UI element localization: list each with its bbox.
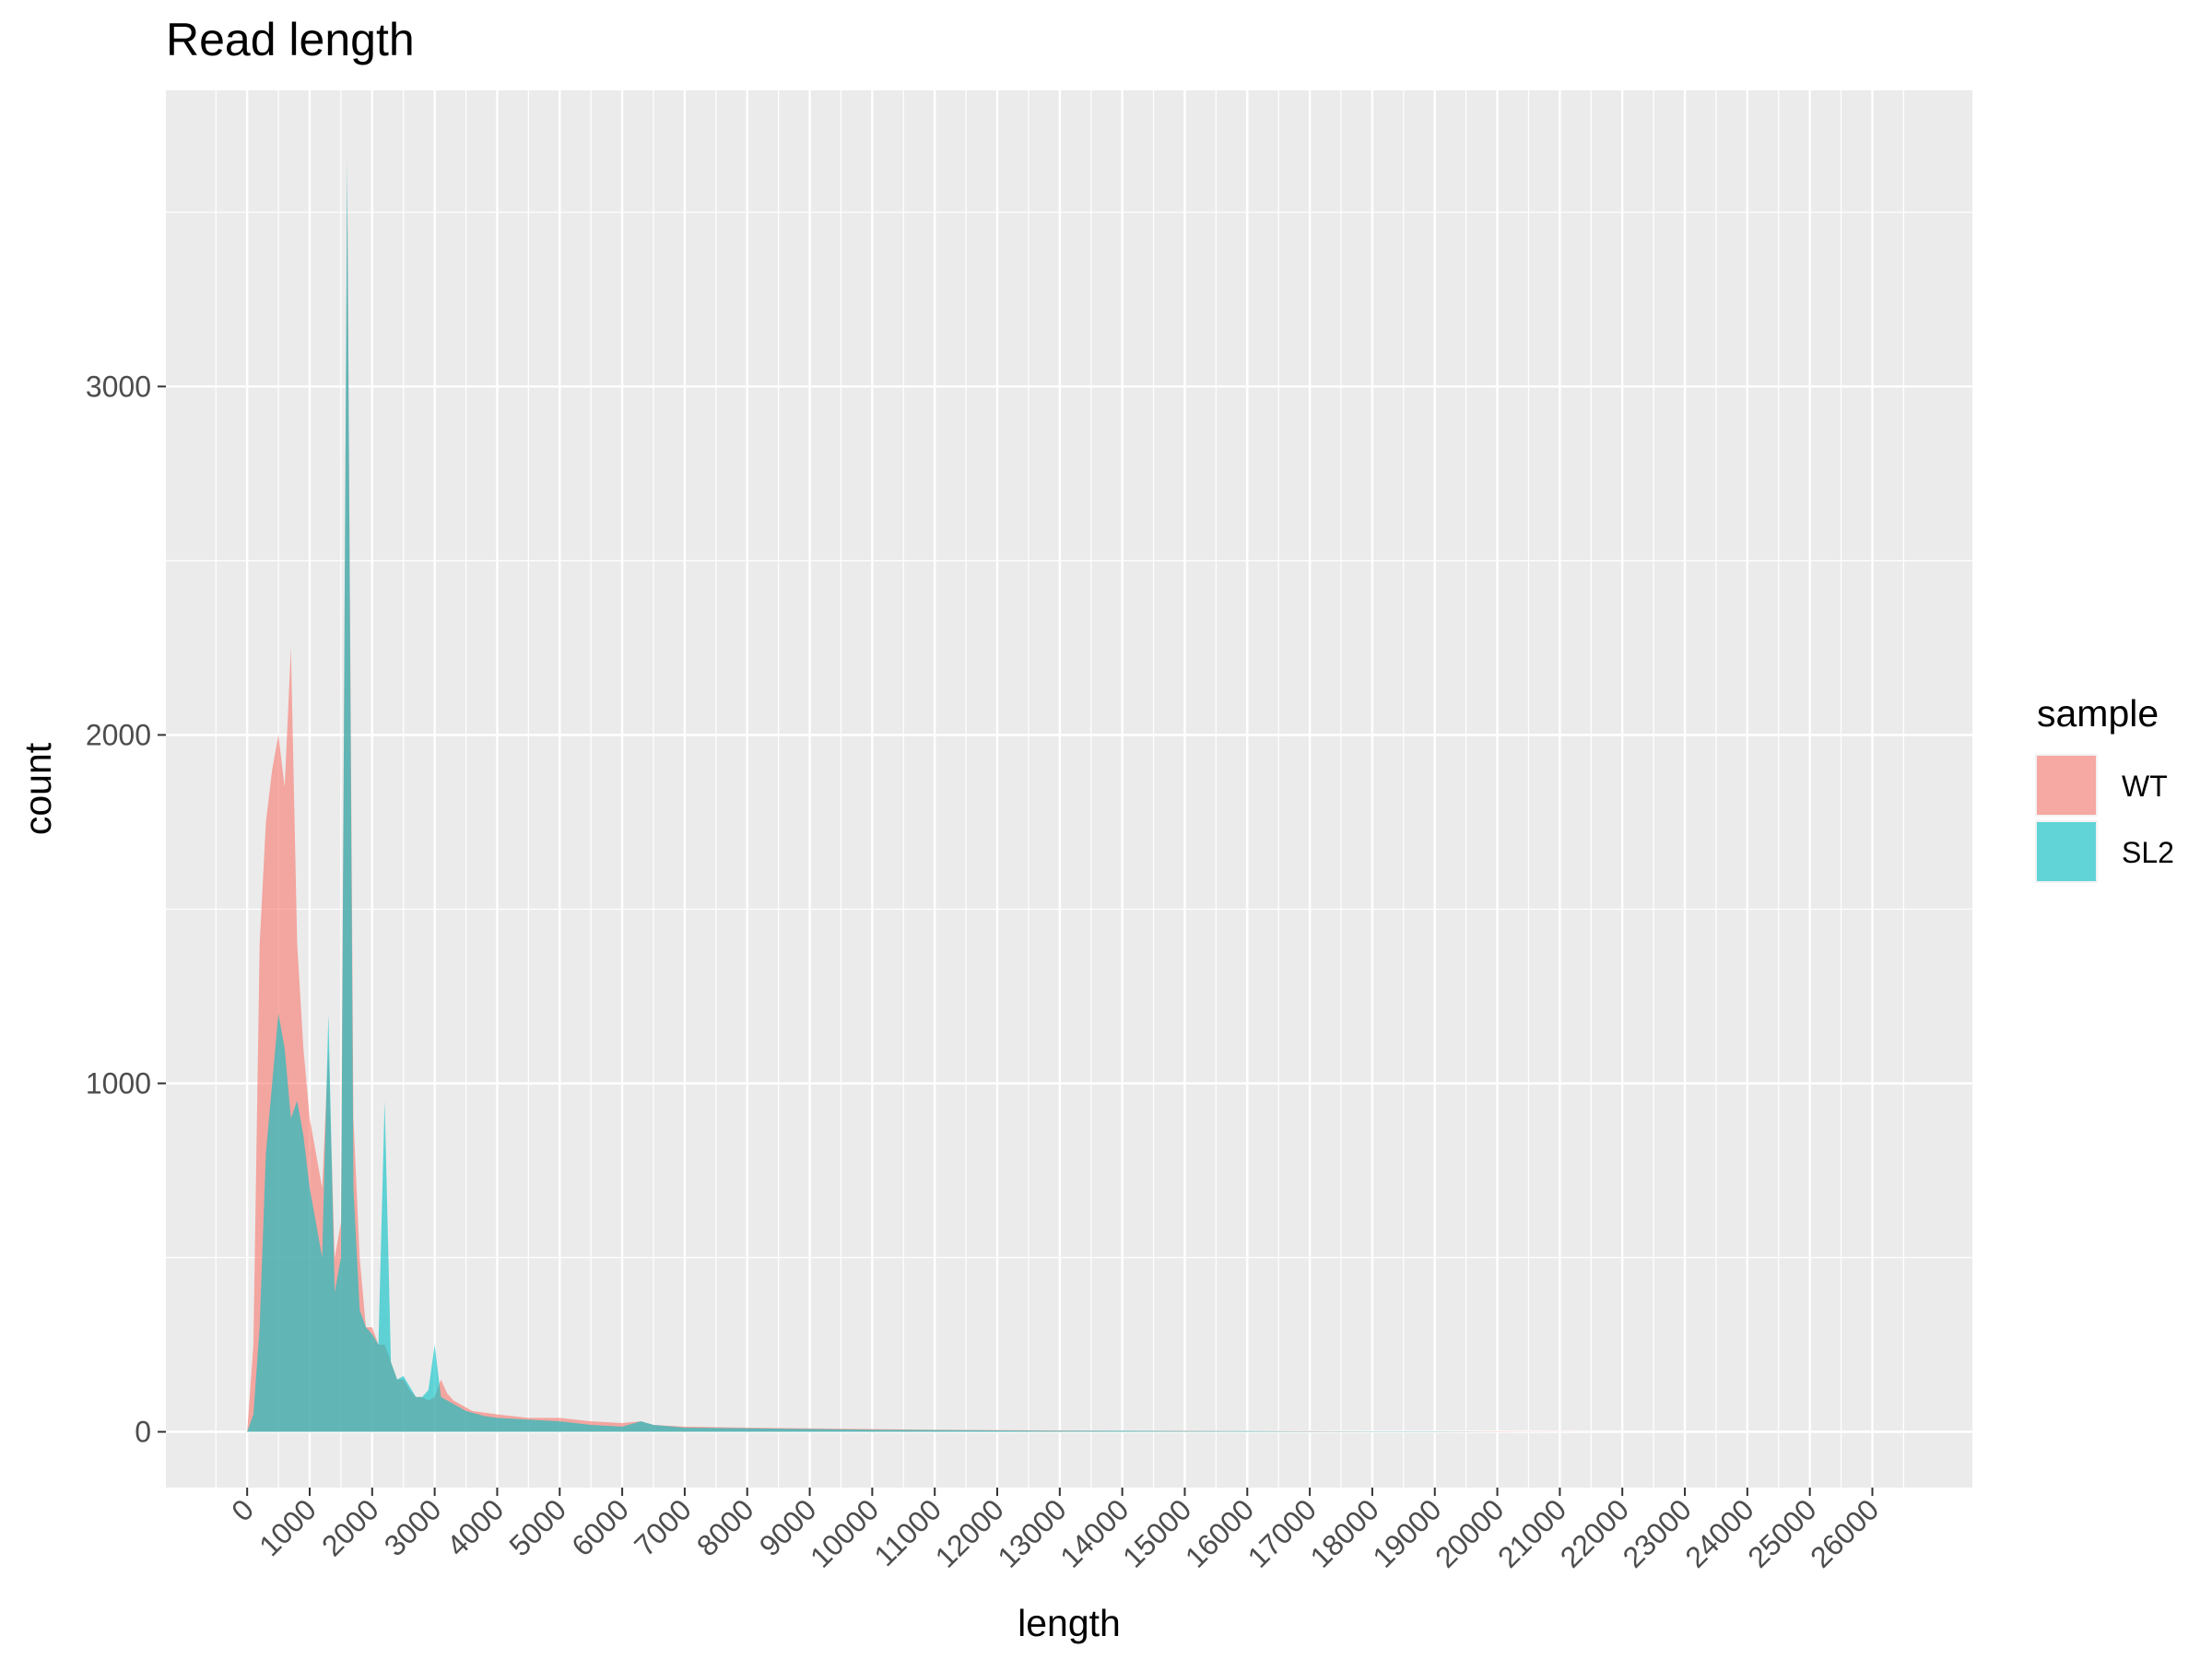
chart-title: Read length (166, 14, 415, 65)
x-axis-ticks: 0100020003000400050006000700080009000100… (225, 1488, 1885, 1574)
minor-gridlines (166, 90, 1972, 1488)
x-tick-label: 11000 (867, 1492, 947, 1572)
y-axis-ticks: 0 1000 2000 3000 (86, 370, 166, 1449)
x-tick-label: 15000 (1116, 1492, 1197, 1573)
x-tick-label: 18000 (1303, 1492, 1384, 1573)
legend-label-sl2: SL2 (2122, 836, 2174, 869)
y-tick-label: 1000 (86, 1066, 151, 1100)
x-tick-label: 25000 (1741, 1492, 1822, 1573)
legend-label-wt: WT (2122, 770, 2168, 803)
x-tick-label: 6000 (565, 1492, 635, 1562)
x-tick-label: 26000 (1804, 1492, 1885, 1573)
legend: sample WT SL2 (2035, 692, 2174, 883)
legend-key-sl2 (2037, 822, 2096, 881)
x-tick-label: 3000 (378, 1492, 448, 1562)
x-tick-label: 14000 (1053, 1492, 1135, 1573)
x-tick-label: 21000 (1491, 1492, 1572, 1573)
x-tick-label: 7000 (628, 1492, 698, 1562)
x-tick-label: 4000 (441, 1492, 511, 1562)
x-tick-label: 17000 (1241, 1492, 1323, 1573)
y-tick-label: 0 (135, 1416, 151, 1449)
legend-items: WT SL2 (2035, 754, 2174, 883)
x-axis-title: length (1018, 1602, 1121, 1644)
legend-key-wt (2037, 756, 2096, 815)
x-tick-label: 2000 (315, 1492, 385, 1562)
plot-panel (166, 90, 1972, 1488)
x-tick-label: 24000 (1678, 1492, 1759, 1573)
x-tick-label: 5000 (502, 1492, 572, 1562)
x-tick-label: 16000 (1179, 1492, 1260, 1573)
x-tick-label: 1000 (253, 1492, 323, 1562)
x-tick-label: 8000 (690, 1492, 760, 1562)
x-tick-label: 20000 (1429, 1492, 1510, 1573)
x-tick-label: 10000 (804, 1492, 885, 1573)
y-tick-label: 2000 (86, 718, 151, 751)
y-tick-label: 3000 (86, 370, 151, 403)
legend-title: sample (2037, 692, 2159, 735)
x-tick-label: 22000 (1554, 1492, 1635, 1573)
x-tick-label: 12000 (929, 1492, 1010, 1573)
x-tick-label: 13000 (991, 1492, 1072, 1573)
x-tick-label: 0 (225, 1492, 260, 1527)
y-axis-title: count (17, 742, 59, 835)
x-tick-label: 23000 (1617, 1492, 1698, 1573)
major-gridlines (166, 90, 1972, 1488)
x-tick-label: 19000 (1366, 1492, 1447, 1573)
